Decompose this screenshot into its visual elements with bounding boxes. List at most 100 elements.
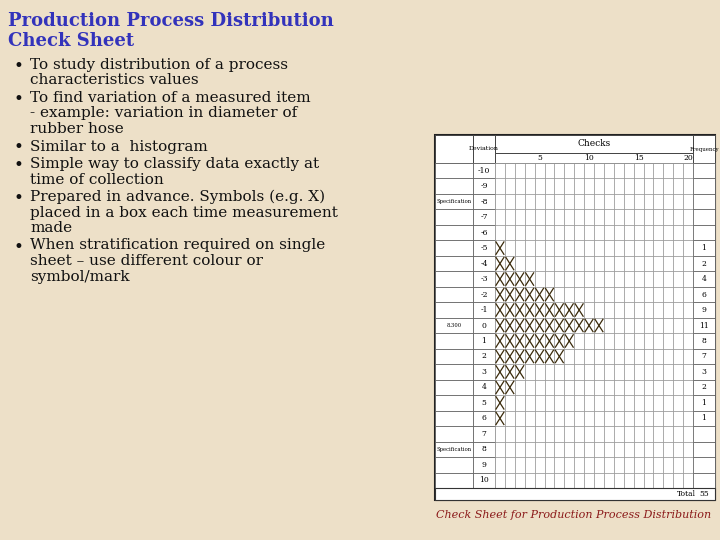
Bar [644, 457, 654, 472]
Text: Similar to a  histogram: Similar to a histogram [30, 139, 208, 153]
Text: made: made [30, 221, 72, 235]
Bar [505, 287, 515, 302]
Bar [663, 457, 673, 472]
Bar [534, 271, 544, 287]
Bar [435, 410, 473, 426]
Bar [654, 210, 663, 225]
Bar [693, 318, 715, 333]
Bar [654, 349, 663, 364]
Bar [673, 457, 683, 472]
Bar [594, 163, 604, 179]
Bar [644, 256, 654, 271]
Bar [473, 349, 495, 364]
Text: When stratification required on single: When stratification required on single [30, 239, 325, 253]
Bar [644, 442, 654, 457]
Bar [525, 442, 534, 457]
Bar [544, 472, 554, 488]
Bar [515, 256, 525, 271]
Bar [515, 271, 525, 287]
Text: 4: 4 [482, 383, 487, 392]
Text: 2: 2 [701, 383, 706, 392]
Text: 20: 20 [683, 154, 693, 162]
Text: 2: 2 [482, 353, 487, 361]
Bar [663, 472, 673, 488]
Text: - example: variation in diameter of: - example: variation in diameter of [30, 106, 297, 120]
Bar [613, 380, 624, 395]
Bar [534, 395, 544, 410]
Bar [564, 472, 575, 488]
Bar [435, 457, 473, 472]
Bar [663, 364, 673, 380]
Bar [554, 380, 564, 395]
Bar [663, 271, 673, 287]
Bar [525, 240, 534, 256]
Bar [564, 302, 575, 318]
Bar [644, 318, 654, 333]
Bar [604, 364, 613, 380]
Text: •: • [14, 157, 24, 174]
Bar [505, 225, 515, 240]
Bar [594, 194, 604, 210]
Bar [634, 457, 644, 472]
Bar [654, 380, 663, 395]
Bar [505, 349, 515, 364]
Bar [505, 240, 515, 256]
Bar [604, 163, 613, 179]
Bar [554, 442, 564, 457]
Bar [654, 472, 663, 488]
Bar [435, 488, 715, 500]
Bar [525, 349, 534, 364]
Bar [564, 271, 575, 287]
Bar [693, 256, 715, 271]
Bar [495, 225, 505, 240]
Bar [663, 395, 673, 410]
Bar [505, 395, 515, 410]
Bar [654, 395, 663, 410]
Bar [534, 457, 544, 472]
Bar [634, 380, 644, 395]
Bar [505, 163, 515, 179]
Bar [564, 256, 575, 271]
Bar [654, 364, 663, 380]
Bar [594, 225, 604, 240]
Bar [673, 380, 683, 395]
Bar [473, 194, 495, 210]
Bar [604, 472, 613, 488]
Bar [525, 457, 534, 472]
Bar [435, 302, 473, 318]
Bar [473, 135, 495, 163]
Text: rubber hose: rubber hose [30, 122, 124, 136]
Bar [624, 364, 634, 380]
Bar [544, 333, 554, 349]
Bar [534, 410, 544, 426]
Bar [683, 163, 693, 179]
Bar [515, 380, 525, 395]
Text: 1: 1 [701, 414, 706, 422]
Bar [594, 179, 604, 194]
Bar [435, 179, 473, 194]
Bar [673, 256, 683, 271]
Bar [634, 256, 644, 271]
Text: -4: -4 [480, 260, 487, 268]
Bar [505, 318, 515, 333]
Bar [693, 302, 715, 318]
Bar [525, 318, 534, 333]
Bar [683, 333, 693, 349]
Bar [505, 472, 515, 488]
Bar [673, 364, 683, 380]
Bar [663, 163, 673, 179]
Text: To find variation of a measured item: To find variation of a measured item [30, 91, 310, 105]
Bar [544, 240, 554, 256]
Bar [663, 333, 673, 349]
Bar [673, 302, 683, 318]
Bar [624, 194, 634, 210]
Bar [604, 426, 613, 442]
Bar [435, 287, 473, 302]
Bar [604, 318, 613, 333]
Bar [564, 457, 575, 472]
Bar [544, 380, 554, 395]
Bar [525, 210, 534, 225]
Bar [495, 457, 505, 472]
Bar [505, 256, 515, 271]
Bar [604, 302, 613, 318]
